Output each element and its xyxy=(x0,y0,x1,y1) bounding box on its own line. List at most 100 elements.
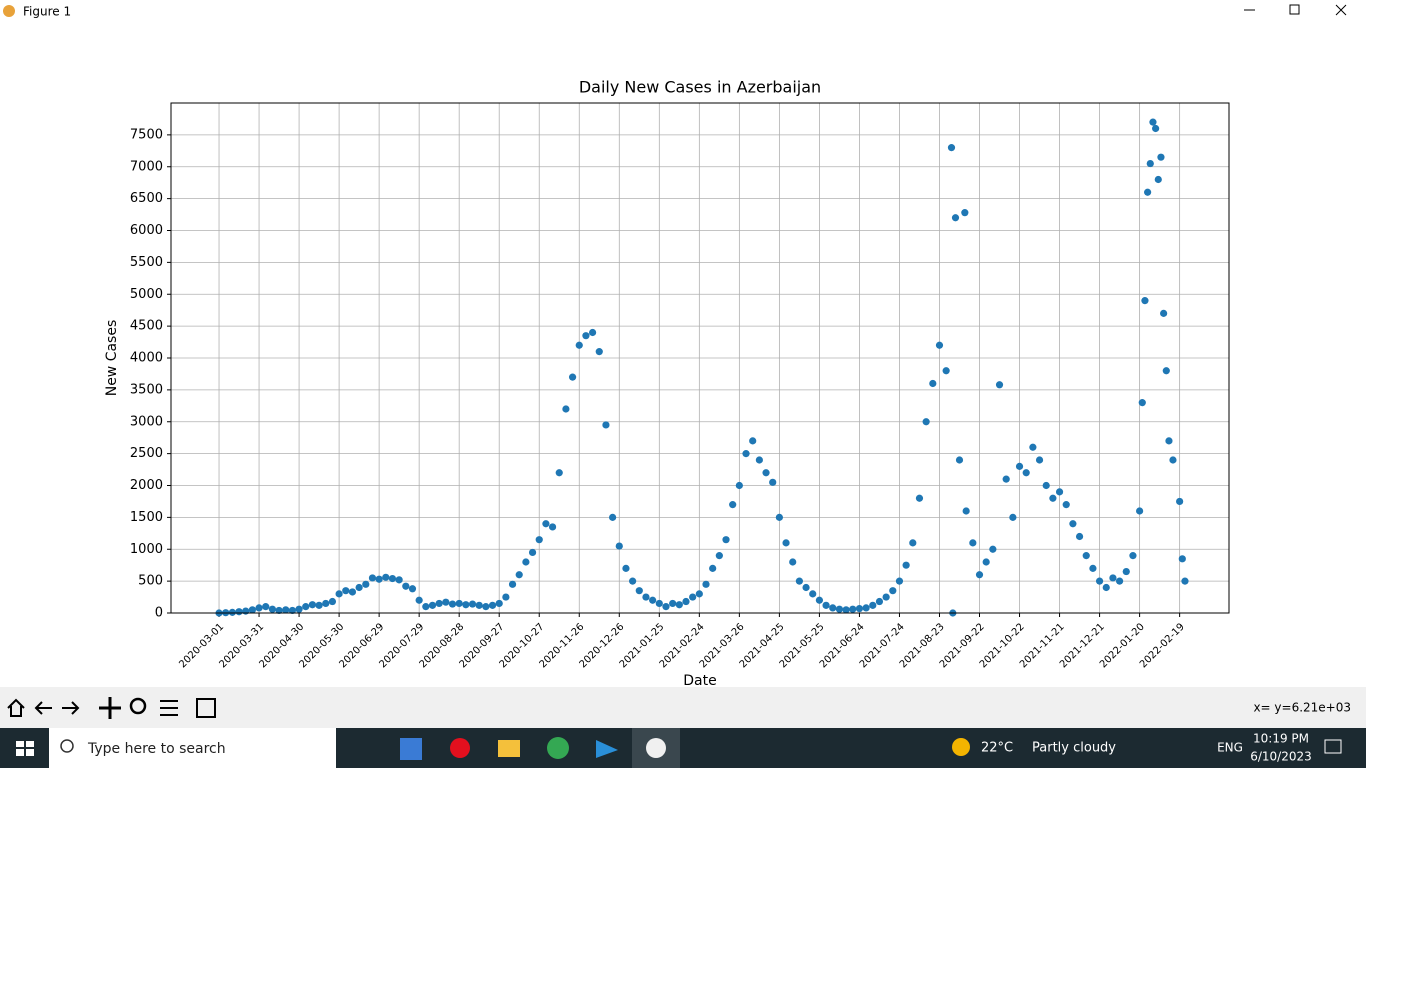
y-tick-label: 6500 xyxy=(130,191,163,206)
point xyxy=(842,606,850,614)
point xyxy=(1176,497,1184,506)
point xyxy=(595,348,603,356)
point xyxy=(822,601,830,609)
point xyxy=(802,583,810,592)
point xyxy=(742,450,750,458)
point xyxy=(515,571,523,579)
point xyxy=(288,606,297,615)
point xyxy=(462,601,470,609)
point xyxy=(488,601,497,609)
explorer-icon[interactable] xyxy=(498,740,520,757)
point xyxy=(775,513,783,521)
point xyxy=(715,552,723,560)
point xyxy=(849,605,857,613)
point xyxy=(1022,469,1030,477)
point xyxy=(929,379,937,388)
chrome-icon[interactable] xyxy=(547,737,569,759)
pan-button[interactable] xyxy=(99,697,121,719)
point xyxy=(315,601,323,609)
point xyxy=(762,469,770,477)
point xyxy=(1075,532,1084,541)
point xyxy=(829,604,837,612)
search-box[interactable] xyxy=(49,728,336,768)
point xyxy=(862,604,870,612)
point xyxy=(575,341,583,349)
y-tick-label: 2500 xyxy=(130,446,163,461)
point xyxy=(262,603,270,611)
figure-icon xyxy=(646,738,666,758)
point xyxy=(1029,443,1037,451)
y-tick-label: 3000 xyxy=(130,414,163,429)
point xyxy=(455,599,463,608)
home-button[interactable] xyxy=(7,698,25,717)
point xyxy=(322,599,330,608)
point xyxy=(522,558,530,566)
point xyxy=(435,599,443,608)
point xyxy=(475,601,483,609)
search-placeholder: Type here to search xyxy=(87,741,226,757)
point xyxy=(955,456,964,464)
close-button[interactable] xyxy=(1335,4,1347,16)
zoom-button[interactable] xyxy=(129,697,147,715)
point xyxy=(235,608,243,616)
point xyxy=(242,607,250,615)
point xyxy=(1152,124,1160,133)
point xyxy=(548,523,557,531)
vscode-icon[interactable] xyxy=(596,740,618,758)
point xyxy=(909,539,917,547)
point xyxy=(1154,175,1162,184)
point xyxy=(962,507,970,515)
point xyxy=(308,601,317,609)
point xyxy=(722,536,730,544)
point xyxy=(255,604,263,612)
point xyxy=(655,599,663,608)
point xyxy=(689,593,697,601)
point xyxy=(735,481,743,490)
point xyxy=(502,593,510,601)
notifications-button[interactable] xyxy=(1324,739,1342,754)
status-text: x= y=6.21e+03 xyxy=(1253,701,1351,715)
back-button[interactable] xyxy=(34,701,52,715)
point xyxy=(942,367,950,375)
start-button[interactable] xyxy=(16,741,34,756)
point xyxy=(248,606,256,614)
y-tick-label: 6000 xyxy=(130,223,163,238)
point xyxy=(348,588,357,596)
point xyxy=(635,587,643,595)
point xyxy=(335,590,343,598)
point xyxy=(622,564,630,572)
point xyxy=(1141,297,1149,305)
point xyxy=(1149,118,1157,126)
point xyxy=(922,418,930,426)
point xyxy=(555,469,563,477)
point xyxy=(422,603,430,611)
store-icon[interactable] xyxy=(400,738,422,760)
configure-button[interactable] xyxy=(160,700,178,716)
point xyxy=(989,545,997,553)
point xyxy=(915,494,924,502)
point xyxy=(947,144,956,152)
point xyxy=(951,214,960,222)
restore-button[interactable] xyxy=(1289,4,1300,15)
point xyxy=(835,605,844,613)
point xyxy=(415,596,423,604)
point xyxy=(482,603,490,611)
point xyxy=(615,542,623,550)
point xyxy=(528,548,537,557)
point xyxy=(388,574,397,583)
window-title: Figure 1 xyxy=(23,5,71,19)
point xyxy=(755,456,763,464)
point xyxy=(729,501,737,509)
point xyxy=(282,606,290,614)
point xyxy=(675,601,683,609)
opera-icon[interactable] xyxy=(450,738,470,758)
forward-button[interactable] xyxy=(62,701,80,715)
point xyxy=(889,587,897,595)
point xyxy=(855,604,864,613)
save-button[interactable] xyxy=(196,698,216,718)
point xyxy=(428,601,437,609)
point xyxy=(542,520,550,528)
point xyxy=(782,539,790,547)
